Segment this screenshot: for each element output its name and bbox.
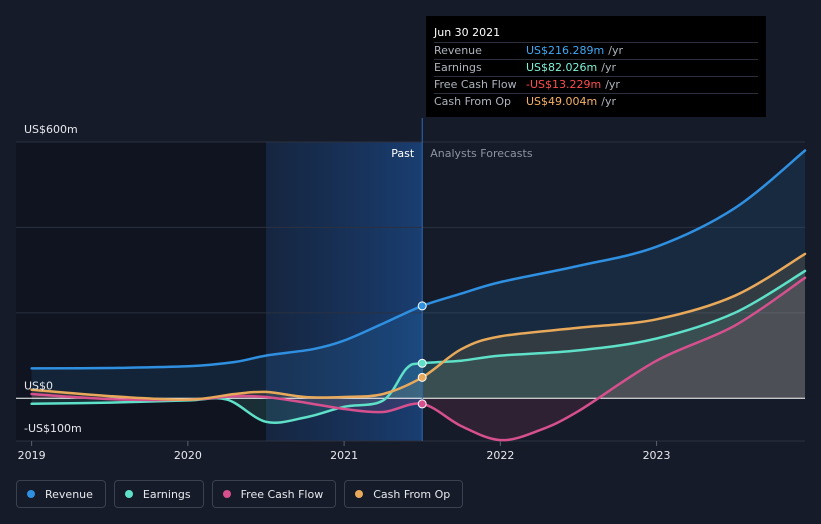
cash-from-op-marker (417, 372, 427, 382)
tooltip-row-cash-from-op: Cash From Op US$49.004m /yr (434, 93, 758, 110)
tooltip-date: Jun 30 2021 (434, 26, 501, 39)
x-axis-ticks: 2019 2020 2021 2022 2023 (18, 441, 671, 462)
tooltip-value: US$49.004m (526, 95, 598, 108)
tooltip-row-earnings: Earnings US$82.026m /yr (434, 59, 758, 76)
legend-earnings-button[interactable]: Earnings (113, 480, 204, 508)
x-tick-label: 2021 (330, 449, 358, 462)
y-label-zero: US$0 (24, 379, 53, 392)
tooltip-value: -US$13.229m (526, 78, 602, 91)
legend-free-cash-flow-button[interactable]: Free Cash Flow (211, 480, 337, 508)
gridlines (16, 141, 805, 442)
free-cash-flow-marker (417, 399, 427, 409)
tooltip-unit: /yr (601, 61, 616, 74)
legend-dot-icon (355, 490, 364, 498)
tooltip-label: Free Cash Flow (434, 78, 517, 91)
earnings-area (31, 271, 806, 423)
legend-dot-icon (124, 490, 133, 498)
legend-revenue-button[interactable]: Revenue (16, 480, 106, 508)
tooltip-unit: /yr (601, 95, 616, 108)
tooltip-label: Revenue (434, 44, 482, 57)
series-areas (31, 150, 806, 441)
y-label-top: US$600m (24, 123, 78, 136)
revenue-area (31, 150, 806, 399)
tooltip-label: Earnings (434, 61, 482, 74)
forecast-label: Analysts Forecasts (430, 147, 533, 160)
legend-cash-from-op-button[interactable]: Cash From Op (344, 480, 464, 508)
legend-label: Free Cash Flow (240, 487, 324, 501)
tooltip-unit: /yr (608, 44, 623, 57)
earnings-marker (417, 358, 427, 368)
legend-label: Earnings (142, 487, 191, 501)
revenue-line (30, 149, 807, 370)
x-tick-label: 2020 (174, 449, 202, 462)
legend-dot-icon (27, 490, 35, 498)
x-tick-label: 2019 (18, 449, 46, 462)
legend-label: Cash From Op (373, 487, 451, 501)
cash-from-op-line (30, 252, 807, 401)
x-tick-label: 2022 (486, 449, 514, 462)
cash-from-op-area (31, 253, 806, 400)
tooltip-label: Cash From Op (434, 95, 512, 108)
series-lines (30, 149, 807, 442)
tooltip-row-free-cash-flow: Free Cash Flow -US$13.229m /yr (434, 76, 758, 93)
y-label-bottom: -US$100m (24, 422, 82, 435)
legend: Revenue Earnings Free Cash Flow Cash Fro… (16, 480, 464, 508)
revenue-marker (417, 301, 427, 311)
legend-dot-icon (222, 490, 231, 498)
past-label: Past (391, 147, 415, 160)
tooltip: Jun 30 2021 Revenue US$216.289m /yr Earn… (426, 16, 766, 117)
tooltip-unit: /yr (605, 78, 620, 91)
tooltip-row-revenue: Revenue US$216.289m /yr (434, 42, 758, 59)
tooltip-value: US$82.026m (526, 61, 598, 74)
legend-label: Revenue (45, 487, 93, 501)
series-markers (417, 301, 427, 409)
x-tick-label: 2023 (643, 449, 671, 462)
tooltip-value: US$216.289m (526, 44, 605, 57)
